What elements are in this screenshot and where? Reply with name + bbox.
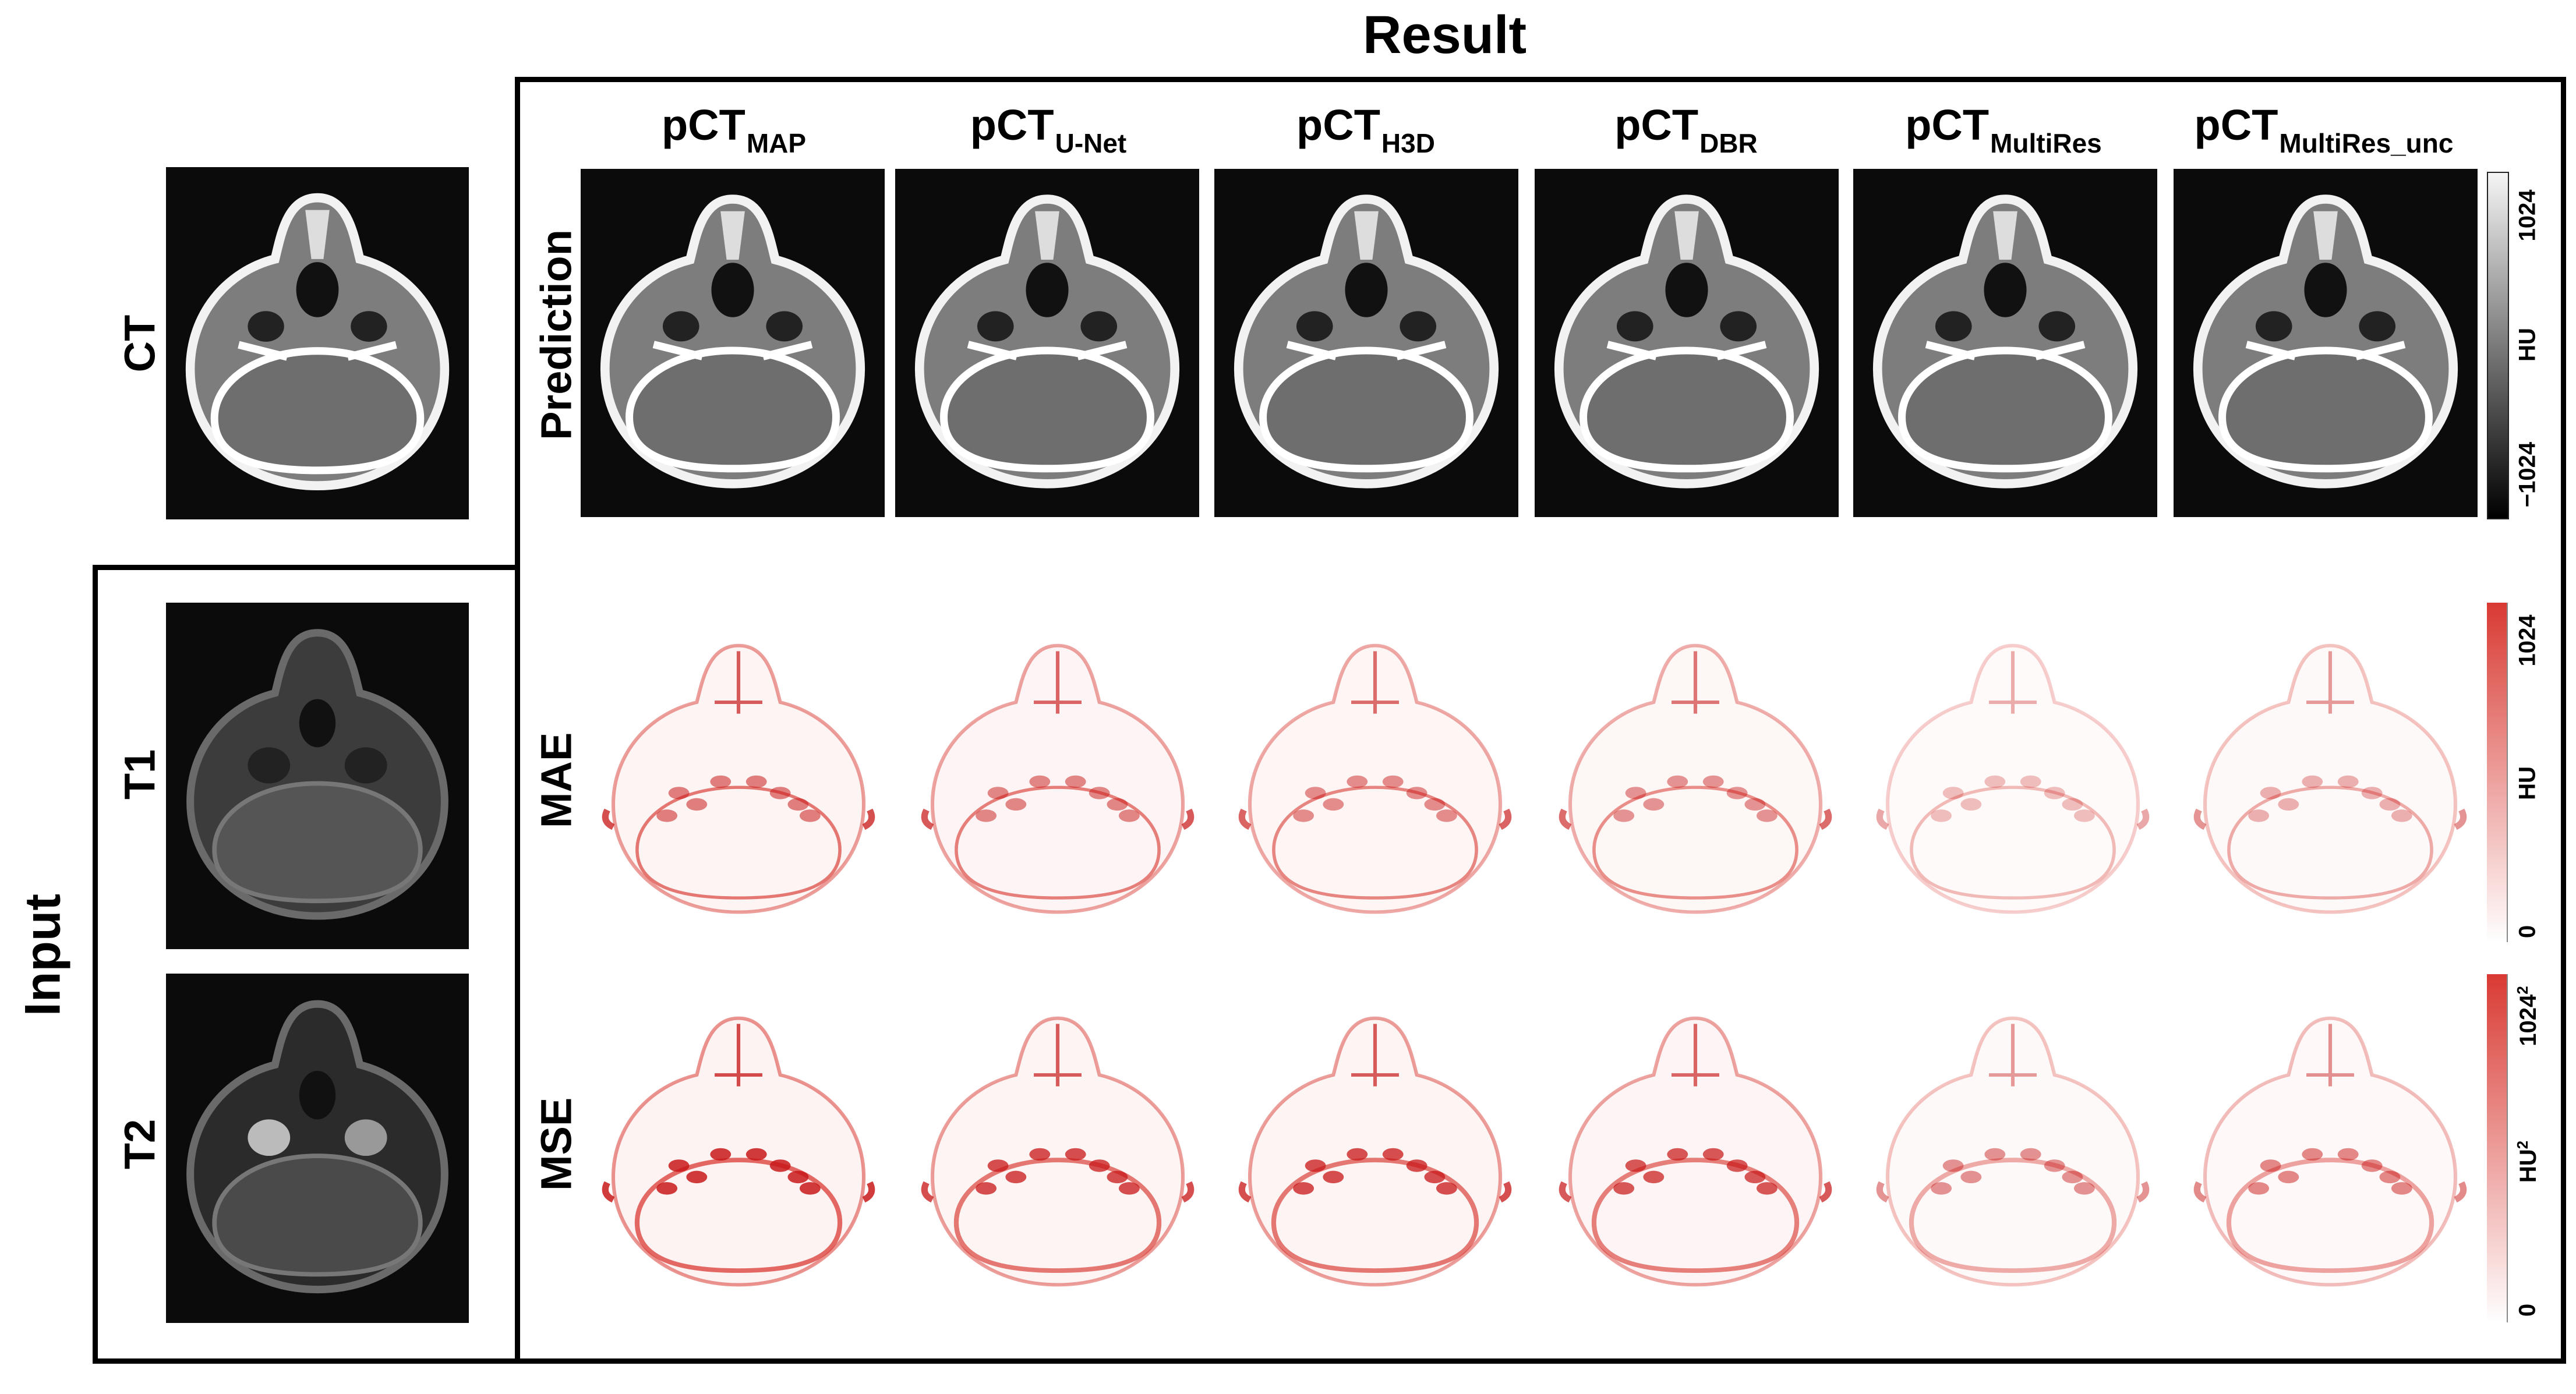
colorbar-mse-mid: HU2 bbox=[2513, 1140, 2542, 1183]
input-side-label: Input bbox=[15, 893, 71, 1017]
figure-title: Result bbox=[1363, 5, 1527, 65]
input-label-t1: T1 bbox=[115, 749, 164, 800]
prediction-dbr bbox=[1535, 169, 1839, 517]
row-label-mae: MAE bbox=[532, 732, 581, 829]
colorbar-mse-bottom: 0 bbox=[2514, 1303, 2540, 1317]
colorbar-mae-bottom: 0 bbox=[2514, 925, 2540, 939]
colorbar-mae-mid: HU bbox=[2514, 766, 2540, 800]
colorbar-mse bbox=[2487, 974, 2508, 1322]
mse-dbr bbox=[1546, 990, 1844, 1316]
mae-multires-unc bbox=[2181, 617, 2479, 943]
row-label-mse: MSE bbox=[532, 1097, 581, 1191]
mae-unet bbox=[909, 617, 1207, 943]
column-title-unet: pCTU-Net bbox=[970, 101, 1127, 158]
mse-h3d bbox=[1226, 990, 1524, 1316]
row-label-prediction: Prediction bbox=[532, 229, 581, 440]
t2-image bbox=[166, 974, 469, 1323]
colorbar-mae-top: 1024 bbox=[2514, 614, 2540, 667]
input-label-t2: T2 bbox=[115, 1119, 164, 1170]
column-title-multires: pCTMultiRes bbox=[1905, 101, 2102, 158]
colorbar-mse-top: 10242 bbox=[2513, 986, 2542, 1046]
mae-map bbox=[589, 617, 888, 943]
t1-image bbox=[166, 603, 469, 949]
colorbar-mae bbox=[2487, 603, 2508, 942]
mae-h3d bbox=[1226, 617, 1524, 943]
prediction-multires-unc bbox=[2174, 169, 2478, 517]
mae-dbr bbox=[1546, 617, 1844, 943]
mae-multires bbox=[1864, 617, 2162, 943]
prediction-multires bbox=[1853, 169, 2157, 517]
column-title-h3d: pCTH3D bbox=[1296, 101, 1435, 158]
mse-multires bbox=[1864, 990, 2162, 1316]
prediction-unet bbox=[895, 169, 1199, 517]
column-title-map: pCTMAP bbox=[661, 101, 807, 158]
colorbar-hu-mid: HU bbox=[2514, 328, 2540, 362]
column-title-dbr: pCTDBR bbox=[1614, 101, 1758, 158]
input-label-ct: CT bbox=[115, 314, 164, 373]
prediction-h3d bbox=[1214, 169, 1518, 517]
colorbar-hu-bottom: −1024 bbox=[2514, 441, 2540, 508]
prediction-map bbox=[581, 169, 885, 517]
mse-unet bbox=[909, 990, 1207, 1316]
ct-image bbox=[166, 167, 469, 519]
colorbar-hu-top: 1024 bbox=[2514, 189, 2540, 242]
mse-multires-unc bbox=[2181, 990, 2479, 1316]
input-frame bbox=[93, 565, 520, 1364]
mse-map bbox=[589, 990, 888, 1316]
column-title-multires-unc: pCTMultiRes_unc bbox=[2194, 101, 2454, 158]
colorbar-hu bbox=[2487, 172, 2509, 519]
